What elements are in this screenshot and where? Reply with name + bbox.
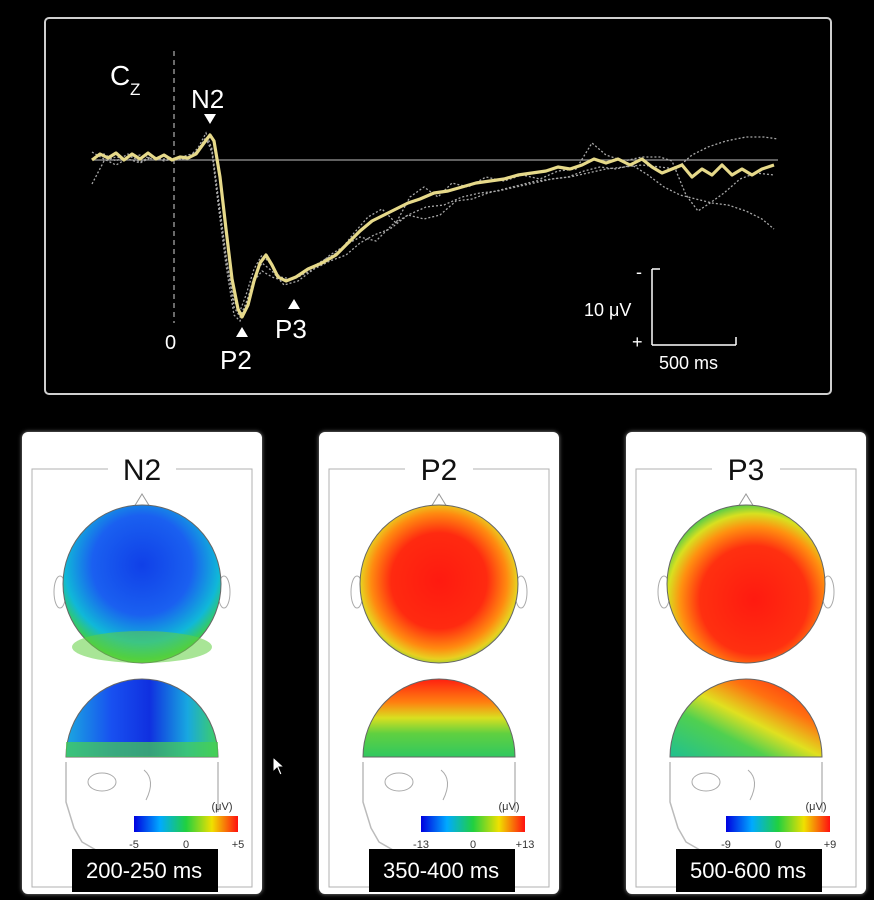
eye-icon xyxy=(384,772,414,792)
colorbar-max: +13 xyxy=(516,839,535,851)
nose-icon xyxy=(133,493,151,508)
time-zero-label: 0 xyxy=(165,332,176,354)
colorbar xyxy=(421,816,525,832)
scalp-top-view xyxy=(666,504,826,664)
face-outline-icon xyxy=(65,762,219,851)
scalp-side-view xyxy=(669,678,823,758)
scalp-side-view xyxy=(362,678,516,758)
colorbar xyxy=(134,816,238,832)
ear-side-icon xyxy=(440,769,448,801)
colorbar-unit: (μV) xyxy=(498,801,519,813)
topomap-card-p2: P2 (μV) -13 0 +13 350-400 ms xyxy=(319,432,559,894)
colorbar-min: -5 xyxy=(129,839,139,851)
time-window-label: 350-400 ms xyxy=(369,849,515,892)
topomap-figure: P2 (μV) -13 0 +13 xyxy=(328,454,550,888)
topomap-title: P2 xyxy=(421,454,458,487)
topomap-card-p3: P3 (μV) -9 0 +9 500-600 ms xyxy=(626,432,866,894)
trace-gray-3 xyxy=(91,135,775,323)
p2-peak-marker-icon xyxy=(236,327,248,337)
time-window-label: 500-600 ms xyxy=(676,849,822,892)
scalp-top-view xyxy=(359,504,519,664)
colorbar xyxy=(726,816,830,832)
title-backdrop xyxy=(108,454,176,484)
colorbar-unit: (μV) xyxy=(805,801,826,813)
scale-plus-label: + xyxy=(632,332,643,352)
trace-gray-1 xyxy=(91,137,775,313)
electrode-label: C xyxy=(110,60,130,91)
scalp-side-view xyxy=(65,678,219,758)
ear-side-icon xyxy=(143,769,151,801)
nose-icon xyxy=(430,493,448,508)
topomap-card-n2: N2 (μV) -5 0 +5 200-250 ms xyxy=(22,432,262,894)
colorbar-min: -13 xyxy=(413,839,429,851)
title-backdrop xyxy=(712,454,780,484)
side-lower-band xyxy=(66,742,218,757)
colorbar-max: +9 xyxy=(824,839,837,851)
colorbar-min: -9 xyxy=(721,839,731,851)
topomap-title: P3 xyxy=(728,454,765,487)
face-outline-icon xyxy=(669,762,823,851)
mouse-cursor-icon xyxy=(272,756,286,776)
time-window-label: 200-250 ms xyxy=(72,849,218,892)
eye-icon xyxy=(691,772,721,792)
colorbar-max: +5 xyxy=(232,839,245,851)
ear-side-icon xyxy=(747,769,755,801)
topomap-figure: N2 (μV) -5 0 +5 xyxy=(31,454,253,888)
trace-grand-average xyxy=(91,133,775,319)
scale-minus-label: - xyxy=(636,262,642,282)
eye-icon xyxy=(87,772,117,792)
face-outline-icon xyxy=(362,762,516,851)
scale-amplitude-label: 10 μV xyxy=(584,300,631,320)
trace-gray-2 xyxy=(91,131,779,319)
p3-peak-marker-icon xyxy=(288,299,300,309)
colorbar-unit: (μV) xyxy=(211,801,232,813)
colorbar-mid: 0 xyxy=(470,839,476,851)
topomap-figure: P3 (μV) -9 0 +9 xyxy=(635,454,857,888)
n2-peak-marker-icon xyxy=(204,114,216,124)
electrode-subscript: Z xyxy=(130,80,140,99)
colorbar-mid: 0 xyxy=(183,839,189,851)
nose-icon xyxy=(737,493,755,508)
erp-waveform-panel: C Z 0 N2 P2 P3 - + 10 μV 500 ms xyxy=(44,17,832,395)
n2-peak-label: N2 xyxy=(191,84,224,114)
scale-time-label: 500 ms xyxy=(659,353,718,373)
p2-peak-label: P2 xyxy=(220,345,252,375)
scalp-posterior-band xyxy=(72,631,212,663)
p3-peak-label: P3 xyxy=(275,314,307,344)
title-backdrop xyxy=(405,454,473,484)
topomap-title: N2 xyxy=(123,454,161,487)
colorbar-mid: 0 xyxy=(775,839,781,851)
erp-plot: C Z 0 N2 P2 P3 - + 10 μV 500 ms xyxy=(91,51,779,375)
